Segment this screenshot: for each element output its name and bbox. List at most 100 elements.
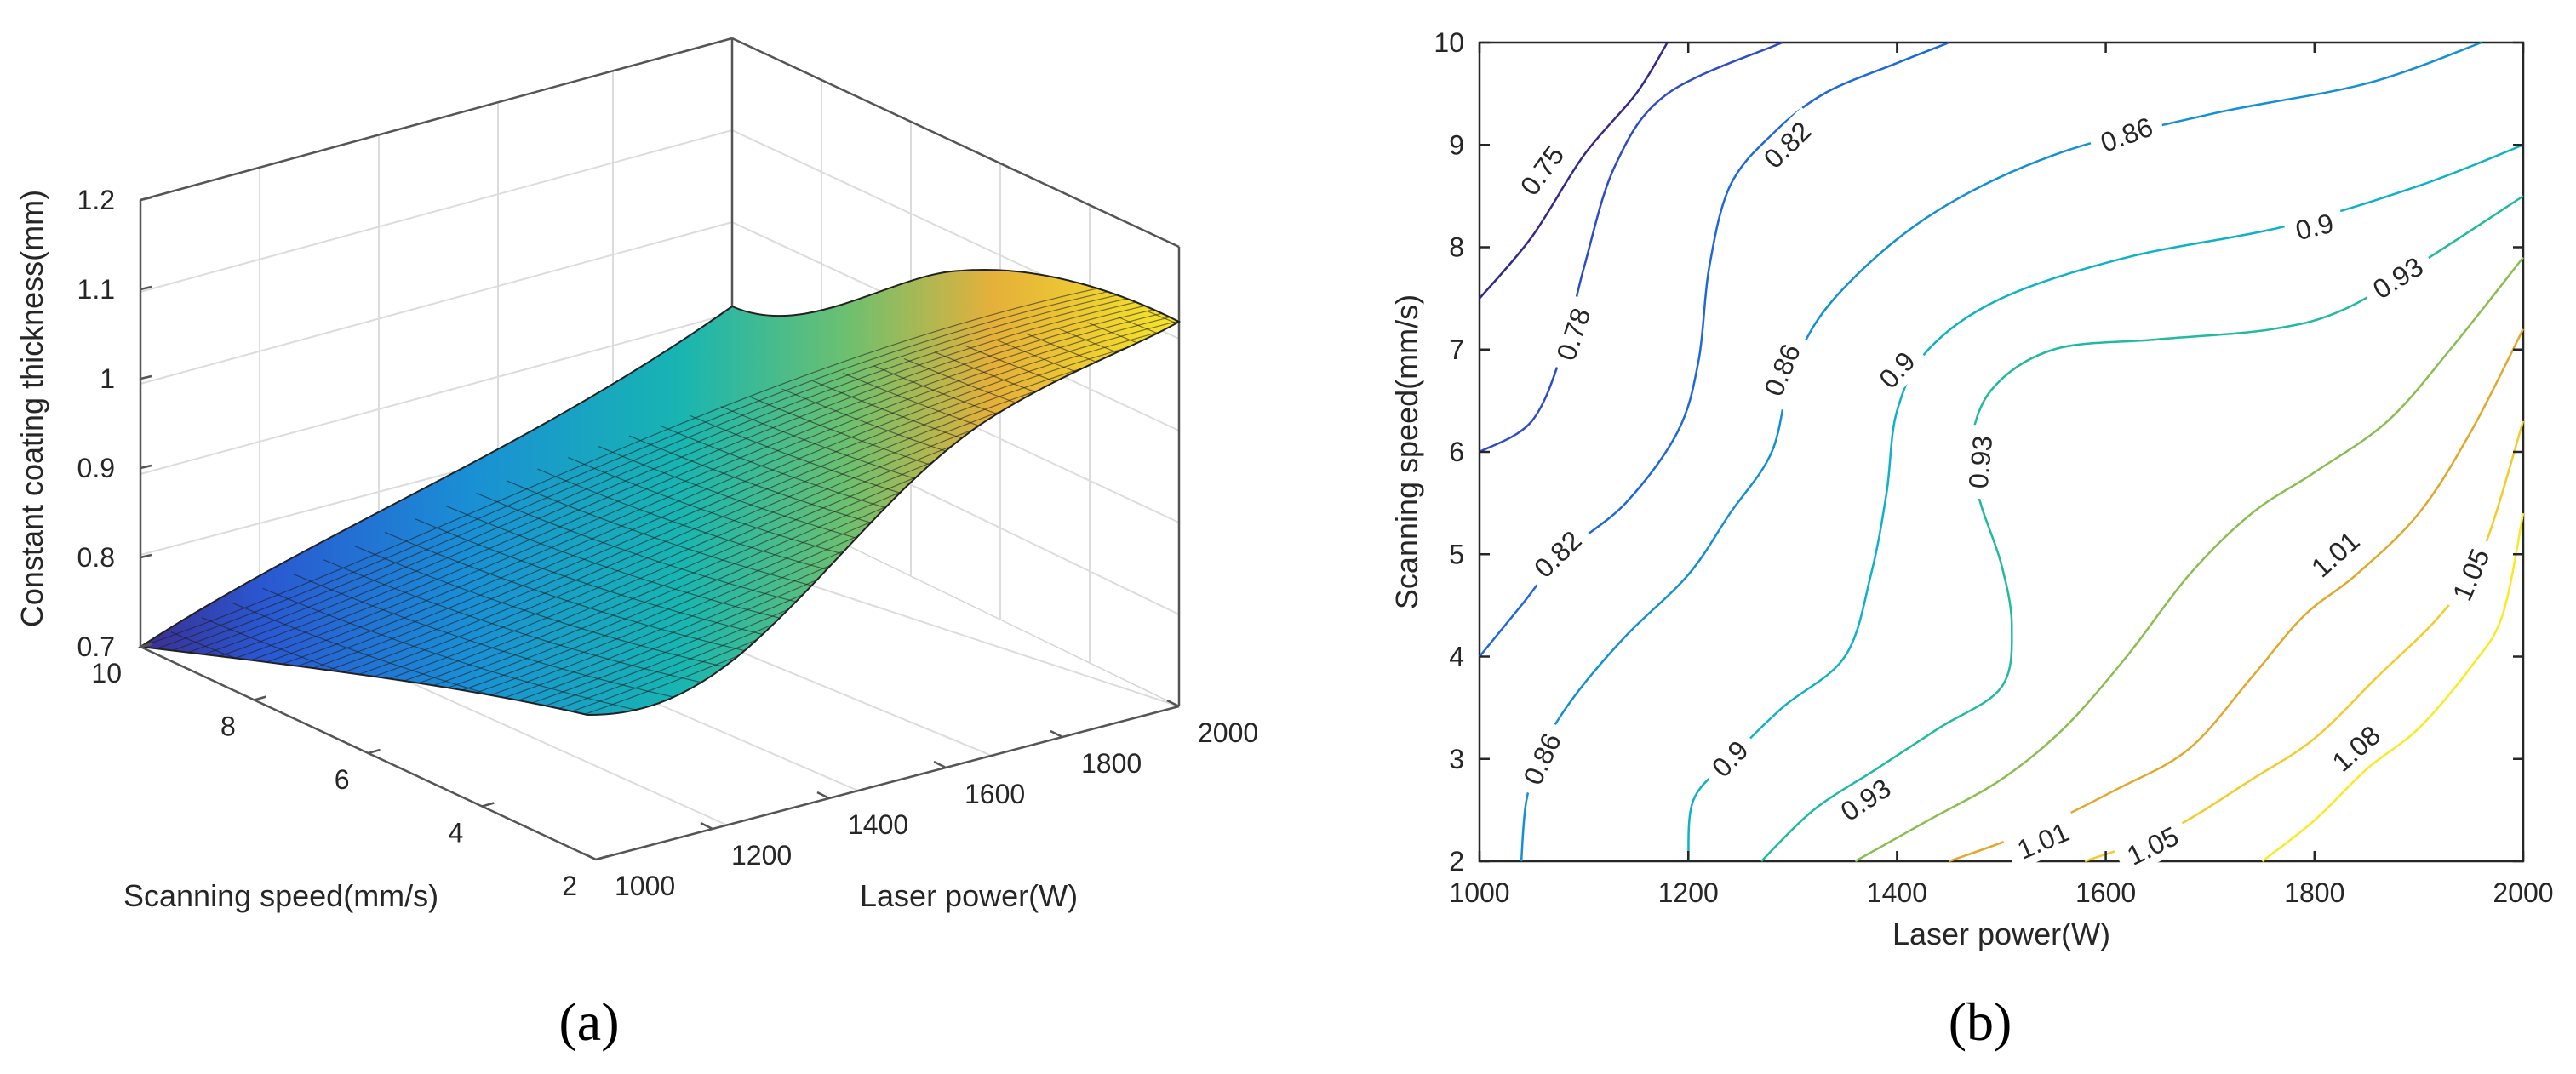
z-tick-label: 1.1: [77, 274, 115, 305]
contour-label-0.82: 0.82: [1749, 106, 1826, 183]
z-tick-mark: [140, 196, 152, 202]
y-tick-label: 7: [1449, 334, 1464, 365]
panel-b-contour-chart: 0.750.780.820.820.860.860.860.90.90.90.9…: [1389, 27, 2554, 1052]
mesh-line: [376, 308, 1179, 684]
x-tick-mark: [700, 821, 713, 831]
contour-label-bg: [2296, 517, 2374, 591]
y-tick-label: 6: [1449, 437, 1464, 467]
y-tick-label: 8: [220, 711, 236, 742]
y-tick-label: 8: [1449, 232, 1464, 263]
contour-label-bg: [1545, 294, 1602, 374]
x-tick-label: 2000: [2493, 877, 2553, 908]
y-tick-label: 2: [1449, 846, 1464, 877]
y-tick-label: 10: [91, 658, 122, 688]
x-axis-ticks: 1000 1200 1400 1600 1800 2000: [583, 699, 1258, 901]
y-tick-label: 4: [448, 818, 463, 848]
contour-label-bg: [1749, 106, 1826, 183]
z-tick-mark: [140, 285, 152, 291]
y-tick-label: 4: [1449, 642, 1464, 672]
x-tick-label: 1600: [965, 779, 1025, 809]
y-tick-label: 9: [1449, 129, 1464, 160]
contour-label-bg: [2357, 243, 2438, 312]
x-axis-ticks: 1000 1200 1400 1600 1800 2000: [1449, 43, 2554, 908]
contour-line-0.97: [1854, 256, 2524, 863]
mesh-line: [272, 292, 1179, 668]
y-tick-label: 2: [562, 871, 577, 901]
y-tick-mark: [481, 802, 495, 808]
z-tick-mark: [140, 464, 152, 470]
x-tick-label: 1200: [731, 840, 792, 871]
contour-label-text: 0.93: [1963, 434, 1999, 489]
y-tick-label: 10: [1434, 27, 1464, 58]
contour-label-bg: [2086, 106, 2167, 163]
y-axis-label: Scanning speed(mm/s): [1389, 294, 1424, 609]
panel-a-surface-chart: 0.7 0.8 0.9 1 1.1 1.2 10 8 6 4 2 1000 1200 1400 1600…: [14, 37, 1258, 1052]
mesh-line: [258, 289, 1179, 666]
mesh-line: [184, 278, 1179, 654]
x-axis-label: Laser power(W): [860, 878, 1078, 913]
z-tick-label: 0.9: [77, 453, 115, 483]
mesh-line: [405, 312, 1179, 688]
mesh-line: [361, 306, 1179, 682]
mesh-line: [288, 294, 1179, 671]
y-tick-label: 6: [335, 764, 350, 795]
contour-label-bg: [2441, 534, 2502, 615]
z-tick-label: 0.7: [77, 631, 115, 662]
y-tick-mark: [140, 642, 153, 648]
x-tick-label: 1000: [615, 871, 675, 901]
contour-line-1.01: [1949, 328, 2525, 863]
z-tick-label: 0.8: [77, 542, 115, 573]
x-tick-mark: [816, 791, 830, 800]
mesh-line: [346, 303, 1179, 679]
mesh-line: [169, 276, 1179, 652]
y-tick-mark: [595, 854, 609, 861]
y-tick-mark: [254, 695, 267, 701]
contour-label-bg: [1520, 516, 1596, 592]
x-tick-label: 1200: [1658, 877, 1719, 908]
panel-label-a: (a): [558, 991, 619, 1052]
z-axis-label: Constant coating thickness(mm): [14, 190, 49, 627]
contour-line-0.75: [1479, 42, 1669, 300]
mesh-line: [332, 301, 1179, 677]
mesh-line: [1026, 333, 1179, 471]
contour-line-1.08: [2261, 512, 2525, 862]
contour-label-bg: [1511, 718, 1573, 800]
x-tick-mark: [933, 760, 947, 769]
mesh-line: [214, 283, 1179, 659]
y-tick-label: 3: [1449, 744, 1464, 774]
contour-label-bg: [2112, 814, 2194, 877]
mesh-line: [199, 281, 1179, 657]
plot-area: [1478, 41, 2525, 863]
x-tick-label: 1400: [848, 809, 908, 840]
x-tick-label: 1400: [1867, 877, 1927, 908]
contour-label-bg: [1507, 130, 1578, 210]
contour-label-bg: [2282, 203, 2347, 250]
x-axis-label: Laser power(W): [1892, 917, 2110, 951]
x-tick-mark: [583, 852, 597, 861]
contour-line-0.9: [1686, 144, 2524, 862]
z-tick-mark: [140, 553, 152, 559]
x-tick-label: 2000: [1198, 717, 1258, 748]
contour-label-0.75: 0.75: [1507, 130, 1578, 210]
contour-label-0.93: 0.93: [1960, 424, 2001, 500]
contour-line-0.78: [1479, 41, 1783, 454]
y-tick-label: 5: [1449, 539, 1464, 569]
y-tick-mark: [368, 748, 381, 755]
y-axis-ticks: 2 3 4 5 6 7 8 9 10: [1434, 27, 2523, 877]
mesh-line: [155, 274, 1179, 650]
z-tick-label: 1.2: [77, 185, 115, 215]
mesh-line: [243, 288, 1179, 664]
mesh-line: [995, 339, 1179, 477]
contour-label-bg: [1697, 726, 1763, 792]
mesh-line: [317, 299, 1179, 675]
contour-label-bg: [2317, 711, 2396, 786]
x-tick-label: 1000: [1449, 877, 1509, 908]
panel-label-b: (b): [1949, 991, 2012, 1052]
contour-label-0.9: 0.9: [2282, 203, 2347, 250]
x-tick-label: 1800: [2284, 877, 2344, 908]
contour-label-bg: [1960, 424, 2001, 500]
y-axis-label: Scanning speed(mm/s): [123, 878, 438, 913]
contour-label-bg: [1864, 337, 1930, 403]
x-tick-label: 1800: [1081, 748, 1142, 779]
